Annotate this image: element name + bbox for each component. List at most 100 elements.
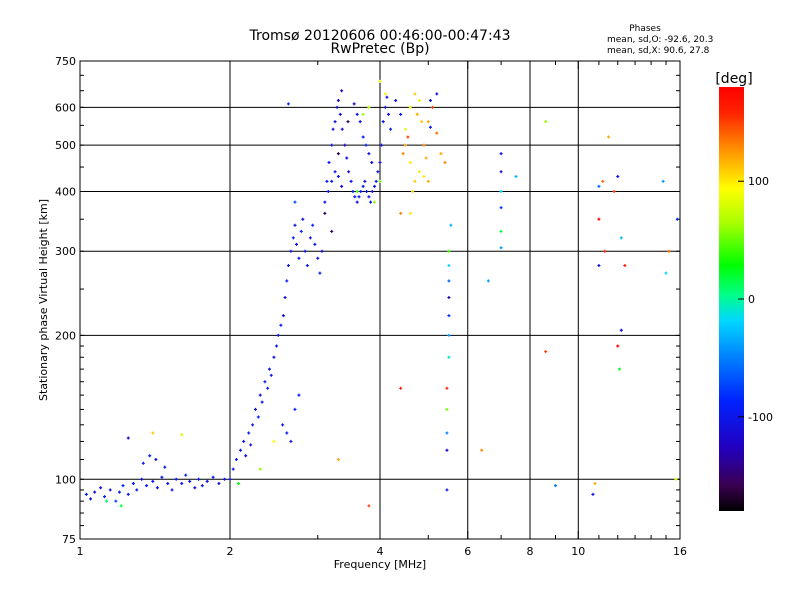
data-point xyxy=(297,256,301,260)
data-point xyxy=(661,179,665,183)
data-point xyxy=(420,120,424,124)
colorbar-tick-label: 0 xyxy=(748,293,755,306)
data-point xyxy=(340,127,344,131)
data-point xyxy=(664,271,668,275)
data-point xyxy=(297,393,301,397)
data-point xyxy=(447,333,451,337)
data-point xyxy=(340,184,344,188)
data-point xyxy=(340,89,344,93)
data-point xyxy=(616,344,620,348)
data-point xyxy=(445,386,449,390)
data-point xyxy=(597,217,601,221)
data-point xyxy=(447,355,451,359)
y-tick-label: 750 xyxy=(55,55,76,68)
data-point xyxy=(325,179,329,183)
data-point xyxy=(103,495,107,499)
data-point xyxy=(591,492,595,496)
data-point xyxy=(188,479,192,483)
data-point xyxy=(193,486,197,490)
data-point xyxy=(303,249,307,253)
x-tick-label: 8 xyxy=(527,545,534,558)
data-point xyxy=(378,79,382,83)
x-tick-label: 16 xyxy=(673,545,687,558)
data-point xyxy=(316,256,320,260)
y-tick-label: 500 xyxy=(55,139,76,152)
data-point xyxy=(295,242,299,246)
data-point xyxy=(367,504,371,508)
data-point xyxy=(361,112,365,116)
data-point xyxy=(308,236,312,240)
data-point xyxy=(331,127,335,131)
x-tick-label: 1 xyxy=(77,545,84,558)
data-point xyxy=(431,105,435,109)
data-point xyxy=(380,143,384,147)
colorbar-tick-label: -100 xyxy=(748,411,773,424)
data-point xyxy=(333,170,337,174)
data-point xyxy=(99,486,103,490)
data-point xyxy=(359,189,363,193)
data-point xyxy=(403,143,407,147)
data-point xyxy=(154,457,158,461)
data-point xyxy=(370,160,374,164)
data-point xyxy=(155,486,159,490)
data-point xyxy=(449,223,453,227)
data-point xyxy=(336,457,340,461)
data-point xyxy=(499,229,503,233)
grid-lines xyxy=(80,61,680,539)
data-point xyxy=(326,189,330,193)
data-point xyxy=(335,105,339,109)
data-point xyxy=(333,120,337,124)
data-point xyxy=(108,488,112,492)
data-point xyxy=(355,200,359,204)
data-point xyxy=(623,264,627,268)
data-point xyxy=(349,179,353,183)
data-point xyxy=(228,477,232,481)
data-point xyxy=(428,125,432,129)
data-point xyxy=(293,223,297,227)
data-point xyxy=(311,223,315,227)
chart-title: Tromsø 20120606 00:46:00-00:47:43 xyxy=(249,28,511,44)
data-point xyxy=(447,249,451,253)
data-point xyxy=(417,99,421,103)
data-point xyxy=(260,400,264,404)
data-point xyxy=(131,481,135,485)
data-point xyxy=(346,120,350,124)
data-point xyxy=(211,475,215,479)
data-point xyxy=(364,143,368,147)
data-point xyxy=(251,423,255,427)
data-point xyxy=(616,174,620,178)
x-tick-label: 4 xyxy=(377,545,384,558)
data-point xyxy=(180,433,184,437)
stats-line-x: mean, sd,X: 90.6, 27.8 xyxy=(607,46,710,56)
data-point xyxy=(231,467,235,471)
data-point xyxy=(428,99,432,103)
data-point xyxy=(447,279,451,283)
data-point xyxy=(674,477,678,481)
data-point xyxy=(291,236,295,240)
data-point xyxy=(374,179,378,183)
data-point xyxy=(378,160,382,164)
data-point xyxy=(355,112,359,116)
data-point xyxy=(486,279,490,283)
data-point xyxy=(443,160,447,164)
data-point xyxy=(286,102,290,106)
data-point xyxy=(148,454,152,458)
stats-line-o: mean, sd,O: -92.6, 20.3 xyxy=(607,35,713,45)
data-point xyxy=(499,189,503,193)
x-tick-label: 2 xyxy=(227,545,234,558)
data-point xyxy=(84,492,88,496)
data-point xyxy=(247,431,251,435)
data-point xyxy=(234,457,238,461)
data-point xyxy=(607,135,611,139)
data-point xyxy=(394,99,398,103)
data-point xyxy=(399,211,403,215)
data-point xyxy=(151,431,155,435)
data-point xyxy=(336,152,340,156)
data-point xyxy=(323,200,327,204)
data-point xyxy=(283,296,287,300)
data-point xyxy=(276,333,280,337)
y-tick-label: 300 xyxy=(55,245,76,258)
data-point xyxy=(386,112,390,116)
data-point xyxy=(415,112,419,116)
data-point xyxy=(383,105,387,109)
